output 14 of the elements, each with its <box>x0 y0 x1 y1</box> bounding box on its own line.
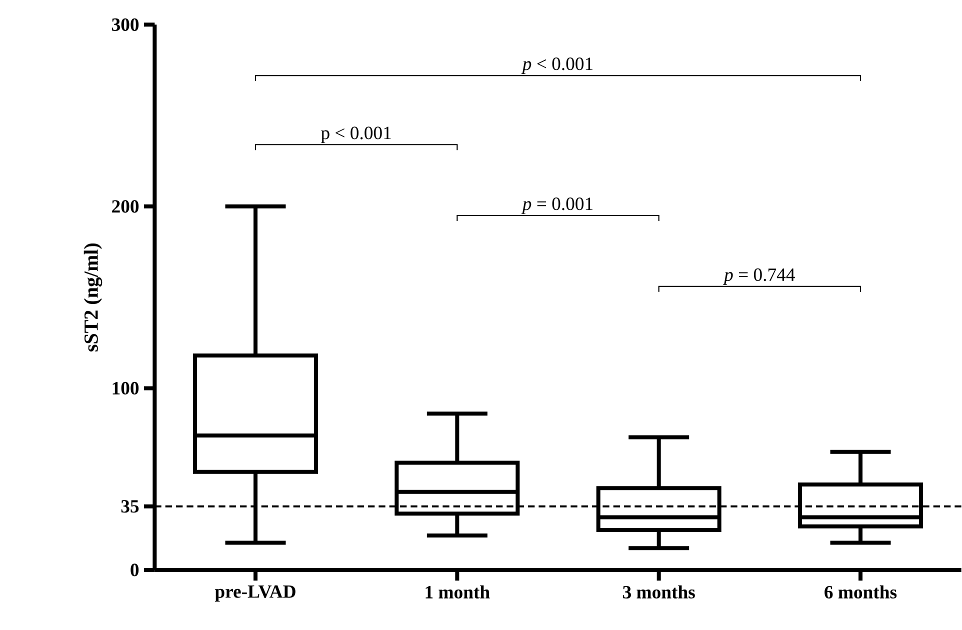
y-tick-label: 0 <box>130 564 139 576</box>
annotation: p = 0.001 <box>521 198 592 214</box>
y-tick-label: 300 <box>112 18 139 31</box>
x-tick-label: pre-LVAD <box>214 585 296 602</box>
x-tick-label: 6 months <box>824 585 897 599</box>
y-tick-label: 35 <box>121 500 139 513</box>
y-tick-label: 100 <box>112 382 139 395</box>
x-tick-label: 3 months <box>622 585 695 599</box>
annotation: p < 0.001 <box>321 126 391 144</box>
annotation: p = 0.744 <box>722 268 795 285</box>
x-tick-label: 1 month <box>426 585 490 599</box>
y-tick-label: 200 <box>112 200 139 213</box>
y-axis-title: sST2 (ng/ml) <box>84 244 102 352</box>
annotation: p < 0.001 <box>521 58 592 74</box>
